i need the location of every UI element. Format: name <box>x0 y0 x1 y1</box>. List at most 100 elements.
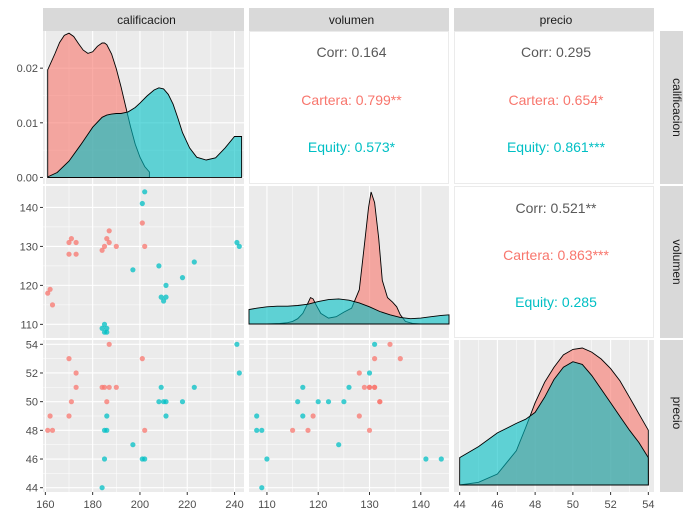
scatter-point-equity <box>104 329 110 335</box>
corr-cartera-volumen-precio: Cartera: 0.863*** <box>503 247 609 263</box>
strip-label-calificacion: calificacion <box>117 13 176 27</box>
strip-volumen <box>249 8 449 31</box>
scatter-point-cartera <box>99 247 105 253</box>
scatter-point-cartera <box>366 384 373 390</box>
corr-panel-calificacion-volumen <box>249 31 449 184</box>
scatter-point-equity <box>315 399 321 405</box>
scatter-point-cartera <box>142 427 148 433</box>
x-tick-label: 120 <box>309 499 327 511</box>
x-tick-label: 240 <box>225 499 243 511</box>
corr-equity-volumen-precio: Equity: 0.285 <box>515 294 597 310</box>
scatter-point-cartera <box>290 427 296 433</box>
scatter-point-equity <box>300 384 306 390</box>
scatter-point-cartera <box>68 399 74 405</box>
scatter-point-equity <box>264 456 270 462</box>
scatter-point-cartera <box>45 427 51 433</box>
corr-panel-calificacion-precio <box>454 31 654 184</box>
scatter-point-equity <box>142 189 148 195</box>
scatter-point-equity <box>163 282 169 288</box>
scatter-point-cartera <box>66 251 72 257</box>
scatter-point-cartera <box>372 356 378 362</box>
scatter-point-cartera <box>66 239 72 246</box>
scatter-point-cartera <box>397 356 403 362</box>
y-tick-label: 54 <box>26 339 38 351</box>
scatter-point-equity <box>254 427 260 433</box>
scatter-point-equity <box>254 413 260 419</box>
scatter-point-equity <box>372 341 378 347</box>
scatter-point-cartera <box>101 384 108 390</box>
scatter-point-cartera <box>106 384 112 390</box>
scatter-point-cartera <box>101 243 108 249</box>
scatter-point-cartera <box>73 251 79 257</box>
x-tick-label: 200 <box>131 499 149 511</box>
y-tick-label: 46 <box>26 454 38 466</box>
scatter-point-cartera <box>73 239 79 246</box>
x-tick-label: 46 <box>491 499 503 511</box>
x-tick-label: 48 <box>529 499 541 511</box>
scatter-point-equity <box>161 298 167 304</box>
scatter-point-equity <box>191 384 197 390</box>
scatter-point-cartera <box>104 236 110 242</box>
scatter-point-equity <box>163 399 169 405</box>
corr-equity-calificacion-precio: Equity: 0.861*** <box>507 139 606 155</box>
corr-total-calificacion-precio: Corr: 0.295 <box>521 44 591 60</box>
scatter-point-cartera <box>73 370 79 376</box>
scatter-point-cartera <box>356 370 362 376</box>
scatter-point-cartera <box>47 286 53 292</box>
scatter-point-cartera <box>73 384 79 390</box>
scatter-point-equity <box>191 259 197 265</box>
strip-calificacion <box>43 8 244 31</box>
scatter-point-equity <box>259 485 265 491</box>
corr-cartera-calificacion-precio: Cartera: 0.654* <box>509 92 604 108</box>
strip-label-row-calificacion: calificacion <box>670 78 684 137</box>
y-tick-label: 44 <box>26 483 38 495</box>
y-tick-label: 120 <box>20 280 38 292</box>
scatter-point-equity <box>336 442 342 448</box>
x-tick-label: 52 <box>604 499 616 511</box>
plot-layer: 0.00 0.01 0.02 110 120 130 140 44 46 48 50 52 54 160 1… <box>17 8 683 511</box>
scatter-point-cartera <box>106 239 112 246</box>
scatter-point-equity <box>104 427 110 433</box>
scatter-point-equity <box>101 456 108 462</box>
y-tick-label: 0.02 <box>17 63 38 75</box>
scatter-panel-volumen-calificacion-bg <box>43 186 244 338</box>
scatter-point-cartera <box>387 341 393 347</box>
scatter-point-cartera <box>310 413 316 419</box>
y-tick-label: 0.00 <box>17 172 38 184</box>
scatter-point-equity <box>236 243 242 249</box>
x-tick-label: 140 <box>412 499 430 511</box>
scatter-point-cartera <box>47 413 53 419</box>
y-tick-label: 48 <box>26 425 38 437</box>
scatter-point-cartera <box>106 341 112 347</box>
corr-equity-calificacion-volumen: Equity: 0.573* <box>308 139 396 155</box>
scatter-point-cartera <box>45 290 51 296</box>
scatter-point-cartera <box>356 413 362 419</box>
strip-label-row-precio: precio <box>670 397 684 430</box>
scatter-point-cartera <box>139 356 145 362</box>
y-tick-label: 0.01 <box>17 118 38 130</box>
scatter-point-cartera <box>106 228 112 234</box>
scatter-point-equity <box>142 456 148 462</box>
scatter-point-equity <box>236 370 242 376</box>
scatter-point-cartera <box>66 356 72 362</box>
scatter-point-equity <box>366 370 373 376</box>
scatter-point-cartera <box>139 220 145 226</box>
y-tick-label: 130 <box>20 241 38 253</box>
y-tick-label: 52 <box>26 368 38 380</box>
strip-label-precio: precio <box>540 13 573 27</box>
scatter-point-equity <box>300 413 306 419</box>
scatter-point-equity <box>234 341 240 347</box>
scatter-point-cartera <box>49 427 56 433</box>
corr-cartera-calificacion-volumen: Cartera: 0.799** <box>301 92 402 108</box>
x-tick-label: 50 <box>567 499 579 511</box>
scatter-point-equity <box>259 427 265 433</box>
x-tick-label: 44 <box>454 499 466 511</box>
row-strip-precio <box>660 340 683 492</box>
density-equity-volumen <box>248 298 450 325</box>
scatter-point-equity <box>423 456 429 462</box>
scatter-point-cartera <box>113 384 119 390</box>
scatter-point-cartera <box>366 427 373 433</box>
x-tick-label: 160 <box>36 499 54 511</box>
scatter-point-equity <box>130 267 136 273</box>
